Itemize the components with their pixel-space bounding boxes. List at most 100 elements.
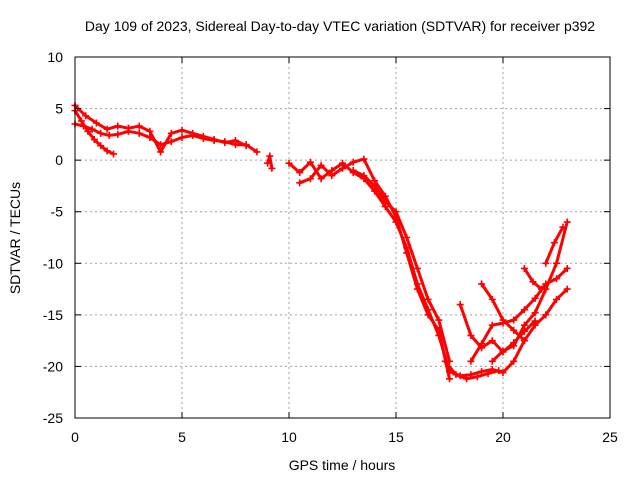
data-point	[221, 139, 229, 147]
series-track-m	[520, 264, 546, 293]
data-point	[135, 129, 143, 137]
data-point	[360, 155, 368, 163]
data-point	[232, 137, 239, 145]
data-point	[339, 164, 346, 172]
data-point	[531, 309, 539, 317]
data-point	[529, 278, 537, 286]
data-point	[317, 175, 325, 183]
data-point	[413, 285, 421, 293]
series-track-k	[478, 280, 528, 345]
data-point	[306, 158, 314, 166]
x-tick-label: 20	[495, 429, 511, 445]
data-point	[478, 280, 486, 288]
data-point	[105, 131, 113, 139]
data-point	[157, 148, 165, 156]
data-point	[520, 337, 528, 345]
series-track-e	[285, 158, 571, 380]
data-point	[77, 117, 85, 125]
data-point	[253, 148, 261, 156]
data-point	[167, 129, 175, 137]
data-point	[488, 357, 496, 365]
series-track-h	[441, 357, 503, 383]
data-point	[92, 119, 100, 127]
data-point	[563, 264, 571, 272]
data-point	[531, 294, 539, 302]
grid-lines	[75, 57, 610, 418]
data-point	[306, 175, 314, 183]
series-line	[469, 266, 569, 363]
data-point	[520, 264, 528, 272]
data-point	[392, 208, 400, 216]
data-point	[538, 285, 546, 293]
data-point	[550, 239, 558, 247]
series-track-j	[467, 264, 571, 365]
data-point	[542, 259, 550, 267]
series-track-g	[349, 166, 453, 365]
data-point	[520, 306, 528, 314]
data-point	[456, 301, 464, 309]
data-point	[317, 161, 325, 169]
data-point	[114, 122, 122, 130]
data-point	[510, 316, 518, 324]
data-point	[328, 172, 336, 180]
data-point	[88, 125, 96, 133]
data-point	[349, 158, 357, 166]
chart-title: Day 109 of 2023, Sidereal Day-to-day VTE…	[85, 18, 595, 34]
y-tick-label: 5	[55, 101, 63, 117]
data-point	[559, 223, 567, 231]
data-point	[553, 259, 560, 267]
data-point	[103, 125, 111, 133]
y-tick-label: -15	[43, 307, 63, 323]
data-point	[266, 152, 274, 160]
y-tick-label: -10	[43, 255, 63, 271]
data-point	[90, 136, 98, 144]
data-point	[178, 133, 186, 141]
data-point	[424, 311, 432, 319]
data-point	[499, 316, 507, 324]
series-track-f	[296, 155, 453, 383]
data-point	[484, 370, 492, 378]
data-point	[210, 136, 218, 144]
data-point	[473, 373, 481, 381]
data-point	[199, 132, 207, 140]
data-point	[553, 275, 560, 283]
data-point	[467, 331, 475, 339]
data-point	[452, 371, 460, 379]
data-point	[103, 147, 111, 155]
data-point	[488, 295, 496, 303]
data-series	[71, 101, 571, 383]
data-point	[125, 124, 132, 132]
x-tick-label: 5	[178, 429, 186, 445]
data-point	[296, 179, 304, 187]
data-point	[135, 122, 143, 130]
data-point	[381, 197, 389, 205]
data-point	[178, 126, 186, 134]
data-point	[531, 317, 539, 325]
data-point	[268, 164, 276, 172]
data-point	[110, 150, 118, 158]
y-tick-label: -5	[51, 204, 64, 220]
data-point	[520, 321, 528, 329]
data-point	[553, 295, 560, 303]
data-point	[285, 159, 293, 167]
data-point	[114, 130, 122, 138]
x-axis-label: GPS time / hours	[289, 457, 396, 473]
data-point	[463, 375, 471, 383]
data-point	[435, 316, 443, 324]
data-point	[424, 295, 432, 303]
x-tick-label: 25	[602, 429, 618, 445]
x-tick-label: 0	[71, 429, 79, 445]
axis-ticks: 0 5 10 15 20 25 -25 -20 -15 -10 -5 0 5 10	[43, 49, 618, 445]
y-tick-label: -20	[43, 358, 63, 374]
x-tick-label: 10	[281, 429, 297, 445]
data-point	[84, 127, 92, 135]
data-point	[413, 264, 421, 272]
data-point	[97, 142, 105, 150]
series-track-c	[71, 101, 250, 156]
plot-frame	[74, 56, 611, 419]
data-point	[495, 367, 503, 375]
data-point	[488, 321, 496, 329]
data-point	[499, 369, 507, 377]
